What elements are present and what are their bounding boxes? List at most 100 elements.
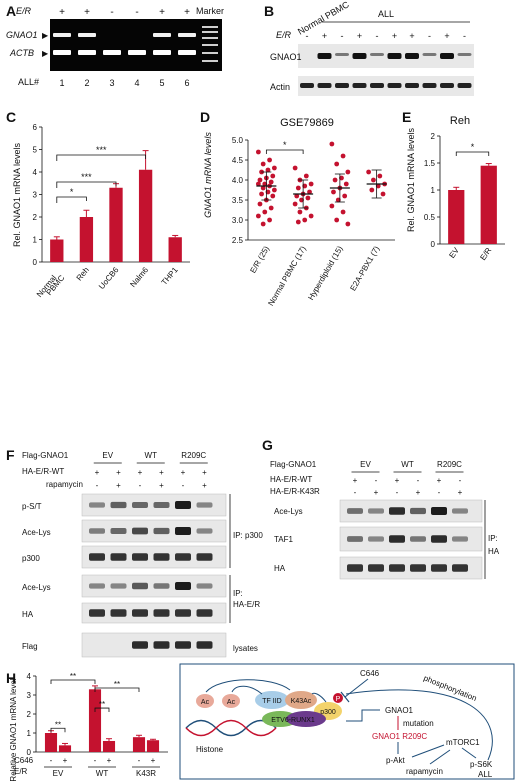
panel-d-point-1-21 — [268, 205, 274, 211]
gnao1-band-6 — [178, 33, 196, 37]
panel-g-group-3: R209C — [437, 460, 462, 469]
panel-a-marker-label: Marker — [196, 6, 224, 16]
panel-f-band-6-4 — [153, 641, 170, 649]
panel-g-letter: G — [262, 437, 273, 453]
panel-g-band-2-4 — [410, 536, 426, 542]
panel-h-bar-3 — [88, 689, 102, 752]
k43ac-shape — [285, 691, 317, 709]
panel-g-flag-label: Flag-GNAO1 — [270, 460, 317, 469]
panel-f-band-1-5 — [175, 501, 191, 509]
panel-c-bar-3 — [109, 187, 123, 262]
panel-h-c646-sign-1: - — [50, 756, 53, 765]
panel-c-xlabel-5: THP1 — [160, 265, 180, 287]
acetylation-arrow-1 — [231, 685, 263, 695]
panel-f-ip1-label: IP: p300 — [233, 531, 263, 540]
panel-f-band-1-6 — [196, 502, 213, 508]
er-sign-6: + — [184, 7, 190, 18]
panel-g-ipa-label: IP: — [488, 534, 498, 543]
panel-d-point-3-6 — [332, 177, 338, 183]
panel-d-point-1-25 — [260, 221, 266, 227]
panel-b-er-sign-6: + — [392, 31, 397, 41]
panel-c-bracket-3 — [56, 154, 146, 161]
panel-f-band-2-4 — [153, 527, 170, 535]
panel-b-er-sign-3: - — [341, 31, 344, 41]
panel-d-point-1-7 — [270, 173, 276, 179]
panel-e-xlabel-1: EV — [447, 245, 461, 259]
panel-g-band-1-1 — [347, 508, 363, 514]
transcription-arrow — [346, 709, 380, 722]
actin-blot — [298, 76, 474, 96]
actin-band-b-10 — [457, 83, 472, 88]
panel-e-bracket — [455, 151, 490, 156]
panel-d-title: GSE79869 — [280, 117, 334, 129]
panel-d-point-2-9 — [294, 193, 300, 199]
panel-f-rapa-sign-2: + — [116, 481, 121, 490]
panel-f-ip2a-label: IP: — [233, 589, 243, 598]
panel-g-k43r-sign-4: + — [416, 488, 421, 497]
panel-g-band-3-2 — [368, 564, 384, 572]
c646-inhibition-bar — [340, 691, 350, 703]
gnao1-band-2 — [78, 33, 96, 37]
panel-c-letter: C — [6, 109, 16, 125]
panel-f-flag-label: Flag-GNAO1 — [22, 451, 69, 460]
panel-d-point-4-2 — [377, 173, 383, 179]
panel-g-blot-label-2: TAF1 — [274, 535, 294, 544]
panel-g-ipb-label: HA — [488, 547, 500, 556]
lane-number-2: 2 — [84, 78, 89, 88]
panel-h-ylabel: Relative GNAO1 mRNA level — [9, 678, 18, 781]
ac-circle-2 — [222, 694, 240, 708]
panel-e-sig: * — [471, 142, 475, 152]
panel-e-letter: E — [402, 109, 411, 125]
actin-band-b-6 — [387, 83, 402, 88]
panel-b-er-sign-9: + — [444, 31, 449, 41]
phosphorylation-arrow — [345, 689, 493, 761]
panel-f-band-4-2 — [110, 583, 127, 589]
panel-b-er-sign-5: - — [376, 31, 379, 41]
panel-d-point-1-14 — [260, 185, 266, 191]
panel-g-band-2-2 — [368, 536, 384, 542]
panel-d-point-3-4 — [345, 169, 351, 175]
panel-g-blot-label-1: Ace-Lys — [274, 507, 303, 516]
ps6k-label: p-S6K — [470, 760, 493, 769]
actb-arrow-icon: ▶ — [42, 49, 49, 58]
panel-g-k43r-sign-5: - — [438, 488, 441, 497]
actin-band-b-3 — [335, 83, 349, 88]
phospho-label: P — [336, 696, 341, 703]
actin-band-b-4 — [352, 83, 367, 88]
panel-g-band-2-5 — [431, 535, 447, 543]
panel-f-band-3-1 — [89, 553, 105, 561]
panel-c-bracket-2 — [56, 181, 117, 188]
actb-row-label: ACTB — [9, 48, 34, 58]
all-number-label: ALL# — [18, 77, 39, 87]
panel-f-ha-sign-2: + — [116, 468, 121, 477]
panel-d-point-2-17 — [295, 219, 301, 225]
panel-b-gnao1-label: GNAO1 — [270, 52, 302, 62]
panel-c-bar-2 — [79, 217, 94, 262]
panel-f-blot-label-2: Ace-Lys — [22, 528, 51, 537]
panel-d-ytick-label-0: 2.5 — [232, 236, 244, 245]
panel-f-band-5-1 — [89, 609, 105, 617]
dna-helix — [185, 719, 277, 737]
gnao1-band-1 — [53, 33, 71, 37]
panel-b-er-sign-1: - — [306, 31, 309, 41]
panel-g-wt-label: HA-E/R-WT — [270, 475, 312, 484]
panel-f-band-3-6 — [196, 553, 213, 561]
panel-d-point-1-9 — [257, 177, 263, 183]
panel-d-point-1-1 — [255, 149, 261, 155]
panel-d-point-2-5 — [302, 183, 308, 189]
actb-band-2 — [78, 50, 96, 55]
panel-h-ytick-label-2: 2 — [27, 710, 32, 719]
panel-d-xlabel-4: E2A-PBX1 (7) — [348, 244, 381, 292]
panel-g-band-3-4 — [410, 564, 426, 572]
panel-c-sig-2: *** — [81, 172, 92, 182]
panel-h-sig-4: ** — [114, 680, 120, 689]
panel-d-point-3-3 — [334, 161, 340, 167]
panel-f-band-5-6 — [196, 609, 213, 617]
panel-d-point-2-11 — [299, 197, 304, 203]
panel-f: F Flag-GNAO1 HA-E/R-WT rapamycin EV WT R20… — [6, 447, 263, 658]
k43ac-label: K43Ac — [291, 698, 312, 705]
gnao1-band-b-4 — [352, 53, 367, 59]
panel-d-ytick-label-4: 4.5 — [232, 156, 244, 165]
panel-f-band-5-5 — [175, 609, 191, 617]
c646-label: C646 — [360, 669, 380, 678]
